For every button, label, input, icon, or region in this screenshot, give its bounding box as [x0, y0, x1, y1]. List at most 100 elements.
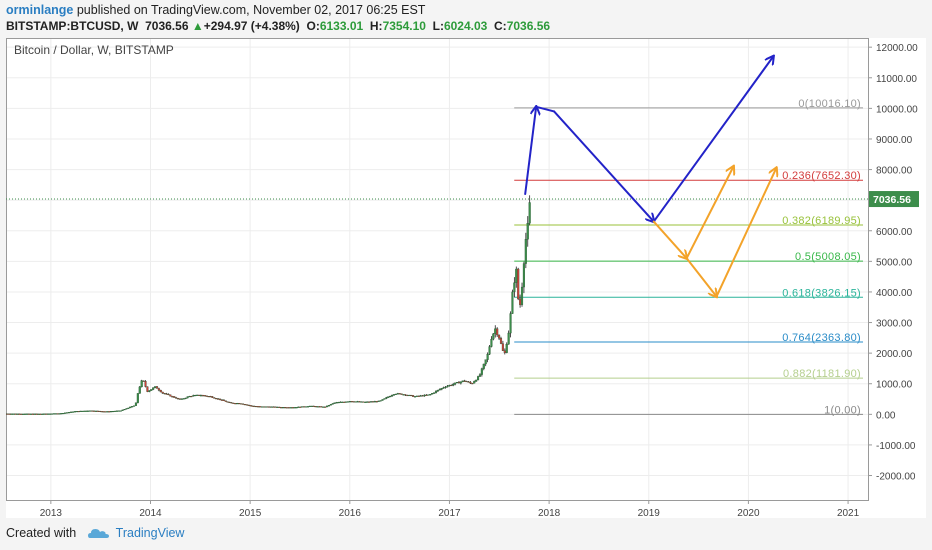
candle-body [249, 405, 252, 407]
candle-body [8, 413, 11, 415]
x-tick-label: 2015 [239, 508, 262, 518]
candle-body [348, 401, 352, 403]
candle-body [98, 410, 101, 413]
candle-body [54, 413, 57, 415]
candle-body [326, 405, 329, 408]
candle-body [220, 399, 224, 401]
candle-body [94, 410, 97, 412]
candle-body [45, 413, 48, 415]
candle-body [383, 398, 386, 400]
candle-body [154, 386, 157, 388]
y-tick-label: 6000.00 [876, 227, 913, 238]
candle-body [528, 202, 531, 224]
candle-body [289, 407, 292, 409]
candle-body [283, 407, 287, 409]
candle-body [259, 406, 262, 408]
candle-body [341, 401, 344, 403]
candle-body [6, 413, 9, 415]
candle-body [461, 380, 464, 382]
candle-body [14, 413, 17, 415]
candle-body [10, 413, 13, 415]
candle-body [165, 393, 168, 395]
candle-body [276, 406, 279, 408]
candle-body [379, 400, 382, 402]
candle-body [505, 344, 508, 353]
author-link[interactable]: orminlange [6, 3, 74, 17]
candle-body [261, 406, 264, 408]
candle-body [16, 413, 19, 415]
candle-body [404, 394, 407, 396]
x-tick-label: 2013 [40, 508, 63, 518]
candle-body [12, 413, 15, 415]
candle-body [152, 387, 155, 390]
candle-body [324, 406, 327, 408]
candle-body [375, 401, 378, 403]
candle-body [484, 359, 487, 365]
x-tick-label: 2019 [638, 508, 661, 518]
candle-body [327, 405, 331, 407]
candle-body [222, 399, 225, 401]
fib-level-label: 0(10016.10) [798, 98, 861, 110]
candle-body [209, 396, 212, 398]
candle-body [465, 380, 468, 383]
candle-body [308, 405, 311, 407]
candle-body [111, 410, 115, 413]
candle-body [347, 401, 350, 403]
candle-body [350, 401, 353, 403]
candle-body [238, 403, 241, 405]
candle-body [266, 406, 269, 408]
tradingview-brand-link[interactable]: TradingView [115, 526, 185, 540]
candle-body [494, 328, 497, 334]
candle-body [343, 401, 346, 403]
candle-body [389, 396, 392, 398]
candle-body [232, 402, 235, 404]
candle-body [215, 398, 218, 400]
candle-body [412, 395, 415, 397]
candle-body [255, 406, 258, 408]
candle-body [58, 413, 61, 415]
candle-body [369, 401, 373, 403]
candle-body [413, 396, 417, 398]
candle-body [434, 390, 438, 393]
candle-body [73, 411, 76, 413]
candle-body [56, 413, 59, 415]
candle-body [385, 397, 388, 399]
candle-body [228, 401, 231, 404]
candle-body [169, 394, 172, 397]
candle-body [280, 407, 283, 409]
candle-body [475, 379, 478, 382]
fib-level-label: 0.882(1181.90) [783, 368, 861, 380]
candle-body [24, 413, 27, 415]
candle-body [110, 411, 113, 413]
candle-body [488, 346, 491, 355]
candle-body [360, 401, 363, 403]
y-tick-label: 0.00 [876, 410, 896, 421]
chart-area[interactable]: Bitcoin / Dollar, W, BITSTAMP 12000.00 110… [4, 38, 926, 519]
candle-body [402, 394, 405, 396]
candle-body [301, 406, 304, 408]
candle-body [457, 382, 460, 384]
price-chart[interactable]: Bitcoin / Dollar, W, BITSTAMP 12000.00 110… [4, 38, 926, 519]
candle-body [429, 394, 432, 396]
candle-body [356, 401, 359, 403]
candle-body [251, 405, 254, 407]
candle-body [129, 406, 132, 409]
y-tick-label: 1000.00 [876, 380, 913, 391]
candle-body [167, 393, 170, 396]
candle-body [144, 381, 147, 387]
candle-body [37, 413, 40, 415]
candle-body [35, 413, 38, 415]
candle-body [482, 363, 485, 369]
candle-body [499, 338, 503, 344]
publish-info: orminlange published on TradingView.com,… [6, 2, 926, 18]
candle-body [127, 407, 130, 409]
candle-body [398, 393, 401, 395]
candle-body [117, 410, 120, 412]
candle-body [131, 406, 134, 408]
candle-body [125, 408, 128, 410]
y-tick-label: -1000.00 [876, 441, 916, 452]
candle-body [217, 398, 220, 400]
y-tick-label: 9000.00 [876, 135, 913, 146]
candle-body [155, 386, 159, 389]
fib-level-label: 0.5(5008.05) [795, 251, 861, 263]
